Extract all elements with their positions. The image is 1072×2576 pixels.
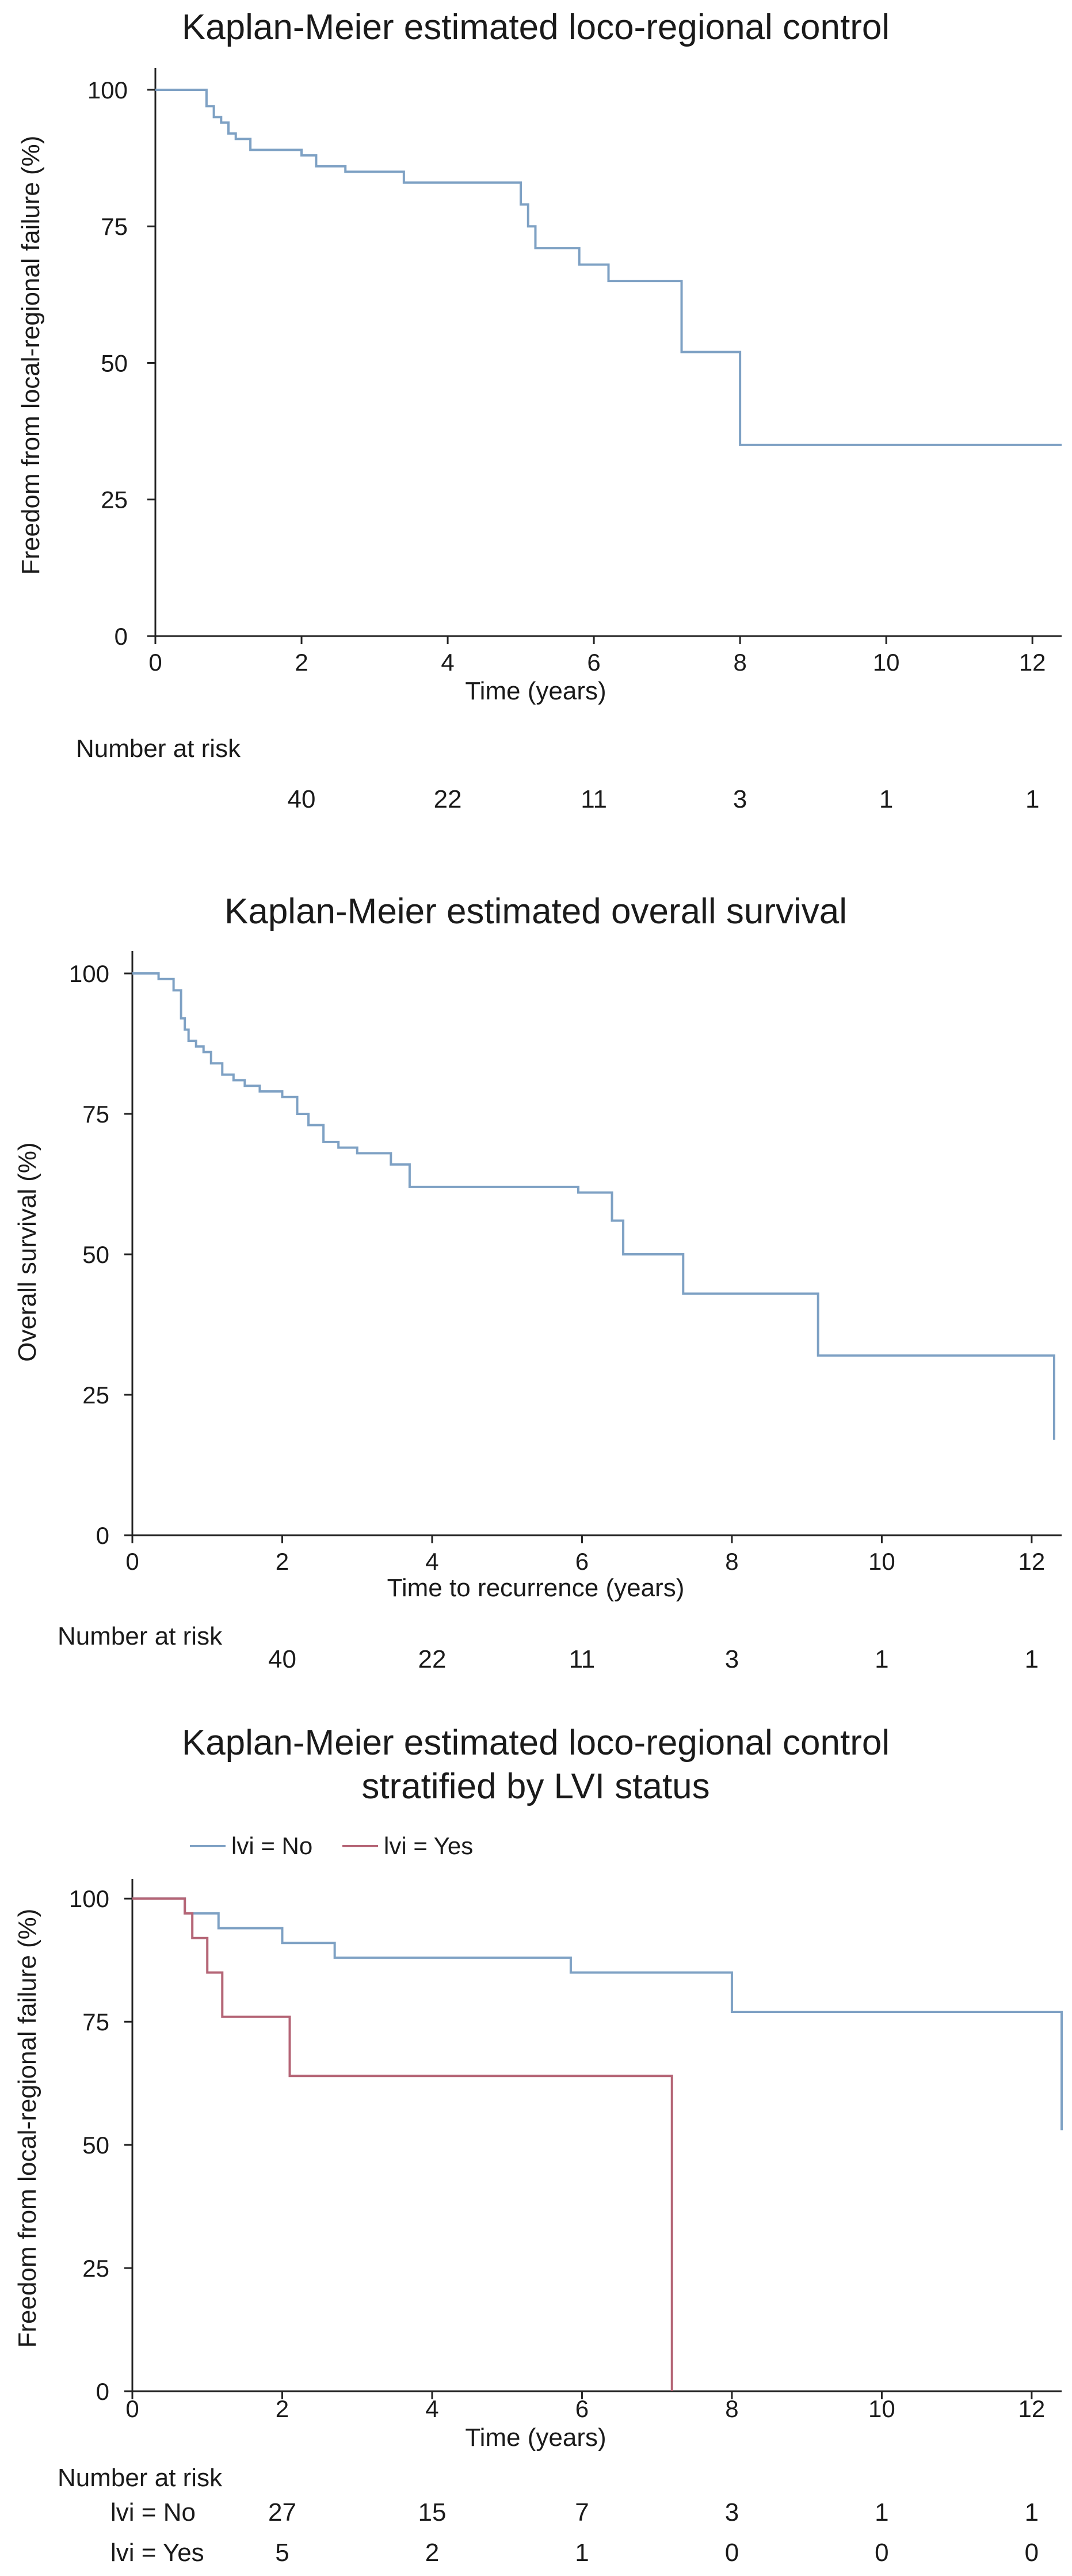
y-tick-label: 0 <box>96 2378 109 2405</box>
x-tick-label: 10 <box>873 649 900 676</box>
x-tick-label: 8 <box>725 2395 738 2422</box>
legend: lvi = No lvi = Yes <box>190 1832 473 1859</box>
x-tick-label: 0 <box>148 649 162 676</box>
risk-table: 40 22 11 3 1 1 <box>288 785 1040 813</box>
x-tick-label: 0 <box>125 2395 139 2422</box>
risk-table: 40 22 11 3 1 1 <box>268 1645 1039 1673</box>
chart-panel-lvi-stratified: Kaplan-Meier estimated loco-regional con… <box>0 1677 1072 2576</box>
legend-label-lvi-yes: lvi = Yes <box>384 1832 473 1859</box>
x-tick-label: 8 <box>733 649 746 676</box>
y-tick-label: 75 <box>101 213 128 240</box>
risk-count: 15 <box>418 2498 446 2526</box>
plot-area: 0 2 4 6 8 10 12 0 25 50 75 100 <box>69 1879 1063 2422</box>
km-curve-series-0 <box>155 88 1062 446</box>
km-chart-3: Kaplan-Meier estimated loco-regional con… <box>13 1723 1063 2567</box>
risk-row-label: lvi = Yes <box>110 2539 204 2567</box>
risk-count: 1 <box>575 2539 589 2567</box>
y-tick-label: 0 <box>96 1522 109 1549</box>
risk-count: 0 <box>875 2539 888 2567</box>
risk-count: 11 <box>581 785 607 813</box>
risk-count: 11 <box>569 1645 596 1673</box>
y-axis-label: Overall survival (%) <box>13 1142 41 1361</box>
risk-count: 22 <box>418 1645 446 1673</box>
risk-count: 27 <box>268 2498 296 2526</box>
km-chart-2: Kaplan-Meier estimated overall survival … <box>13 892 1062 1673</box>
y-tick-label: 50 <box>82 2132 109 2159</box>
risk-count: 40 <box>268 1645 296 1673</box>
x-tick-label: 6 <box>575 1548 589 1575</box>
x-tick-label: 12 <box>1018 2395 1046 2422</box>
km-curve-lvi---yes <box>132 1897 673 2391</box>
chart-subtitle: stratified by LVI status <box>361 1767 709 1806</box>
y-tick-label: 50 <box>82 1241 109 1268</box>
risk-count: 40 <box>288 785 316 813</box>
y-axis-label: Freedom from local-regional failure (%) <box>17 136 45 575</box>
risk-count: 3 <box>725 1645 739 1673</box>
y-tick-label: 25 <box>82 1382 109 1409</box>
chart-title: Kaplan-Meier estimated loco-regional con… <box>182 1723 890 1763</box>
km-curve-lvi---no <box>132 1897 1063 2130</box>
risk-count: 0 <box>725 2539 739 2567</box>
y-tick-label: 75 <box>82 1101 109 1128</box>
risk-row-label: lvi = No <box>110 2498 196 2526</box>
x-tick-label: 4 <box>441 649 454 676</box>
risk-count: 1 <box>875 2498 888 2526</box>
risk-count: 1 <box>1025 1645 1039 1673</box>
km-chart-1: Kaplan-Meier estimated loco-regional con… <box>17 7 1062 813</box>
x-tick-label: 4 <box>425 2395 438 2422</box>
risk-table-title: Number at risk <box>76 735 241 763</box>
risk-table: lvi = No 27 15 7 3 1 1 lvi = Yes 5 2 1 0 0 0 <box>110 2498 1039 2567</box>
x-tick-label: 6 <box>575 2395 589 2422</box>
km-curve-series-0 <box>132 972 1055 1440</box>
x-tick-label: 2 <box>295 649 308 676</box>
y-tick-label: 100 <box>69 1885 109 1912</box>
x-tick-label: 10 <box>868 2395 895 2422</box>
x-tick-label: 2 <box>276 1548 289 1575</box>
x-tick-label: 0 <box>125 1548 139 1575</box>
risk-count: 0 <box>1025 2539 1039 2567</box>
chart-title: Kaplan-Meier estimated overall survival <box>224 892 847 931</box>
x-tick-label: 10 <box>868 1548 895 1575</box>
risk-count: 1 <box>879 785 893 813</box>
y-tick-label: 0 <box>115 623 128 650</box>
chart-panel-loco-regional-control: Kaplan-Meier estimated loco-regional con… <box>0 0 1072 830</box>
risk-count: 1 <box>1025 785 1039 813</box>
risk-count: 2 <box>425 2539 439 2567</box>
risk-count: 3 <box>725 2498 739 2526</box>
x-axis-label: Time (years) <box>465 677 606 705</box>
risk-count: 1 <box>1025 2498 1039 2526</box>
plot-area: 0 2 4 6 8 10 12 0 25 50 75 100 <box>69 951 1062 1575</box>
legend-label-lvi-no: lvi = No <box>231 1832 312 1859</box>
x-tick-label: 12 <box>1018 1548 1046 1575</box>
chart-title: Kaplan-Meier estimated loco-regional con… <box>182 7 890 47</box>
y-axis-label: Freedom from local-regional failure (%) <box>13 1909 41 2348</box>
risk-table-title: Number at risk <box>58 1622 223 1650</box>
x-axis-label: Time to recurrence (years) <box>387 1574 685 1602</box>
risk-count: 3 <box>733 785 747 813</box>
y-tick-label: 50 <box>101 349 128 376</box>
y-tick-label: 75 <box>82 2008 109 2035</box>
y-tick-label: 100 <box>87 77 128 104</box>
x-tick-label: 12 <box>1019 649 1046 676</box>
risk-count: 22 <box>434 785 462 813</box>
plot-area: 0 2 4 6 8 10 12 0 25 50 75 100 <box>87 68 1062 676</box>
x-tick-label: 6 <box>587 649 600 676</box>
x-tick-label: 4 <box>425 1548 438 1575</box>
x-tick-label: 8 <box>725 1548 738 1575</box>
y-tick-label: 100 <box>69 960 109 987</box>
risk-table-title: Number at risk <box>58 2464 223 2492</box>
risk-count: 5 <box>275 2539 289 2567</box>
risk-count: 1 <box>875 1645 888 1673</box>
x-axis-label: Time (years) <box>465 2423 606 2452</box>
risk-count: 7 <box>575 2498 589 2526</box>
y-tick-label: 25 <box>101 486 128 513</box>
chart-panel-overall-survival: Kaplan-Meier estimated overall survival … <box>0 830 1072 1677</box>
x-tick-label: 2 <box>276 2395 289 2422</box>
y-tick-label: 25 <box>82 2255 109 2282</box>
